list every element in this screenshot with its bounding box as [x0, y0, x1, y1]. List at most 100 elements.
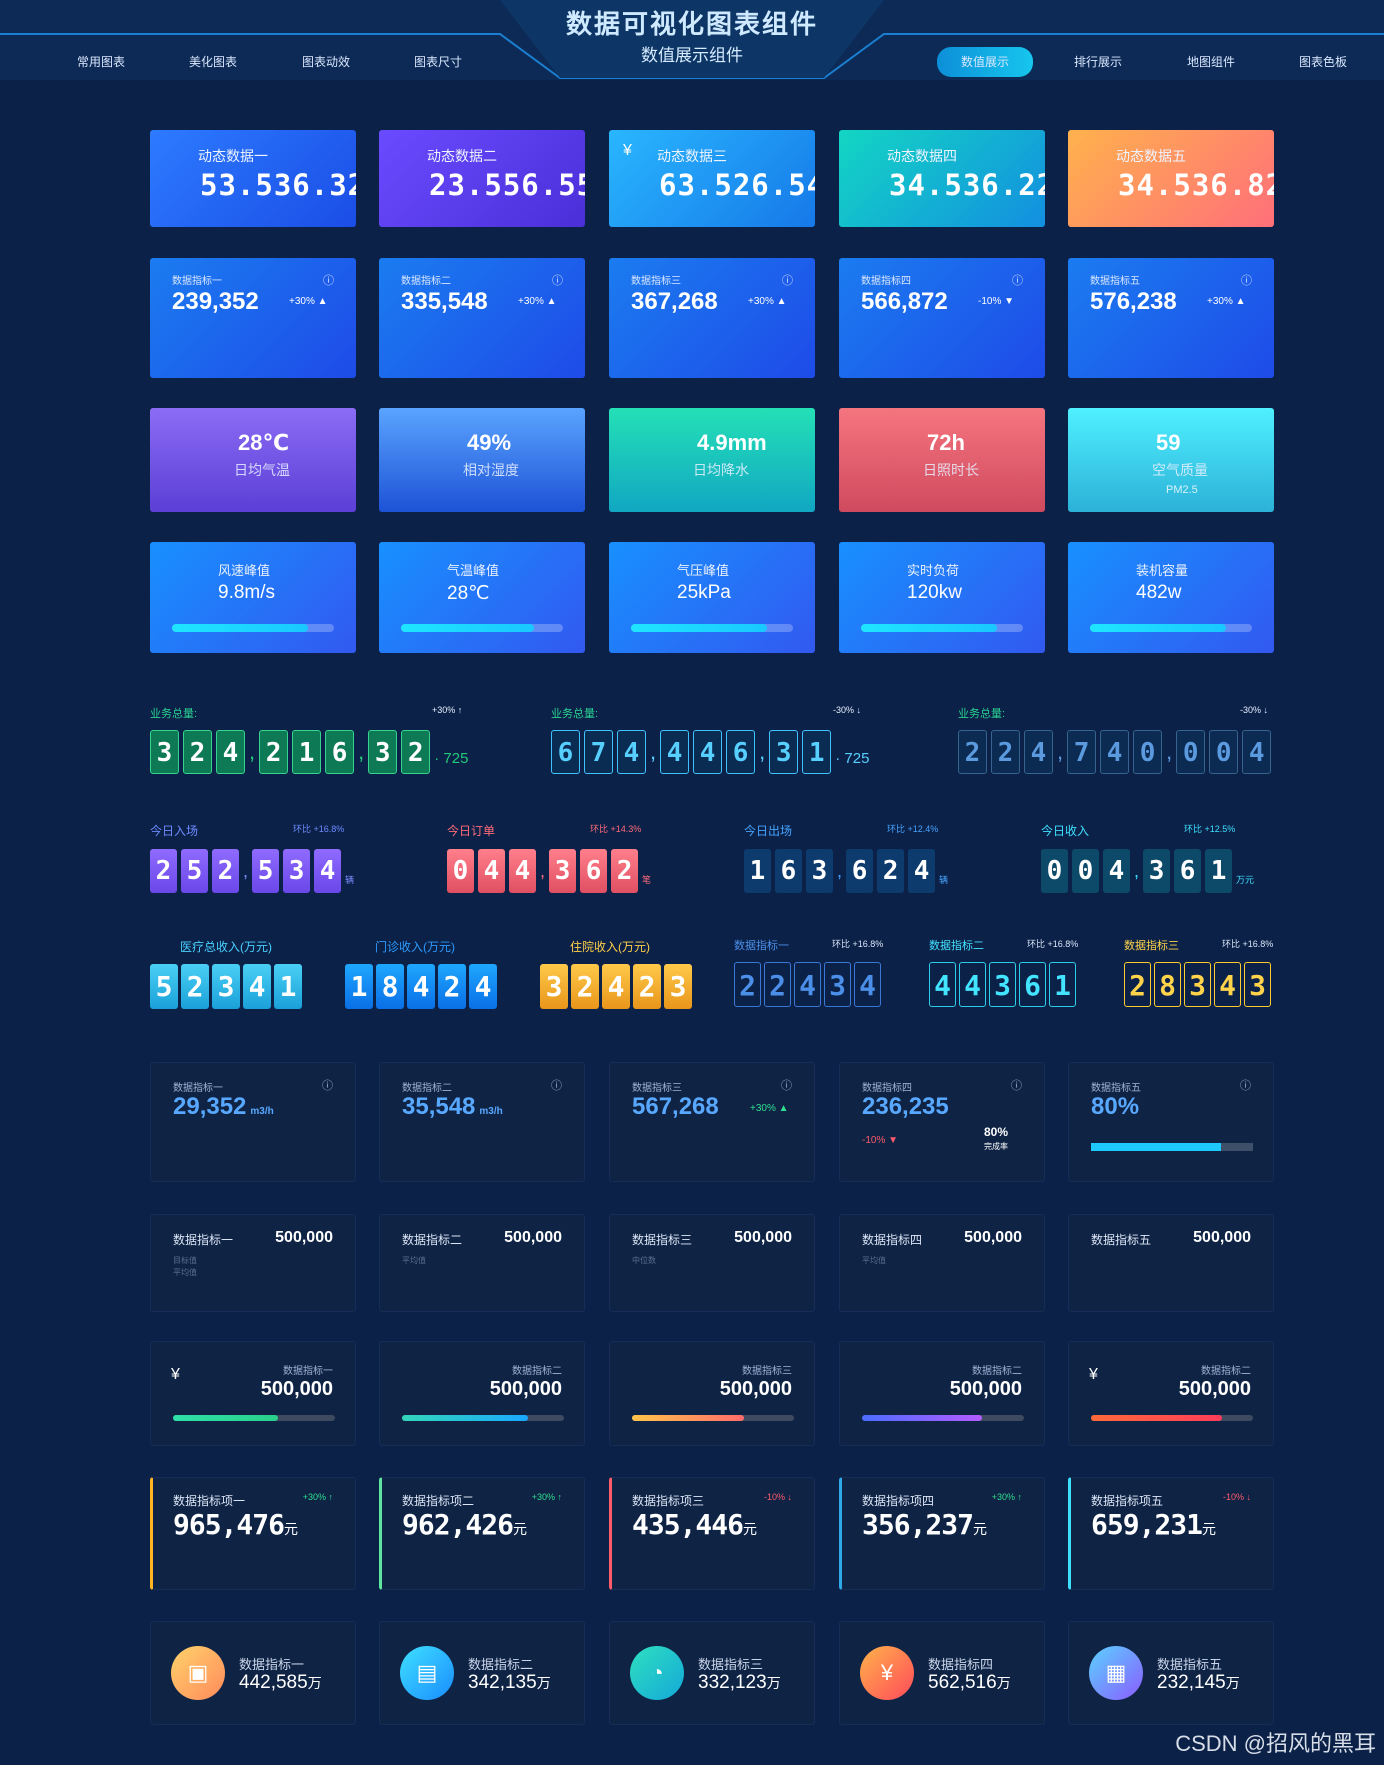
metric-label: 数据指标项五 — [1091, 1494, 1164, 1508]
weather-card: 59 空气质量 PM2.5 — [1068, 408, 1274, 512]
kpi-value: 239,352 — [172, 288, 259, 315]
ref-label: 平均值 — [862, 1256, 886, 1265]
nav-item-active[interactable]: 数值展示 — [937, 47, 1033, 77]
metric-change: -10% ↓ — [763, 1492, 792, 1502]
weather-label: 空气质量 — [1152, 462, 1208, 478]
metric-card: 数据指标四 ⓘ 236,235 -10% ▼ 80% 完成率 — [839, 1062, 1045, 1182]
dynamic-value: 34.536.224 — [889, 168, 1045, 202]
progress-value: 482w — [1136, 582, 1182, 603]
metric-value: 342,135万 — [468, 1672, 551, 1693]
info-icon[interactable]: ⓘ — [1011, 1080, 1022, 1092]
kpi-change: +30% ▲ — [289, 296, 328, 307]
metric-progress-fill — [402, 1415, 529, 1421]
counter-unit: 笔 — [642, 875, 652, 885]
metric-card: 数据指标四 500,000 平均值 — [839, 1214, 1045, 1312]
metric-label: 数据指标四 — [862, 1233, 923, 1247]
weather-label: 日均降水 — [693, 462, 749, 478]
progress-label: 风速峰值 — [218, 563, 271, 578]
nav-item[interactable]: 图表尺寸 — [413, 55, 462, 69]
counter-digit: 6 — [726, 730, 756, 774]
income-label: 住院收入(万元) — [570, 940, 650, 954]
counter-digit: 4 — [617, 730, 646, 774]
counter-digit: 5 — [150, 964, 178, 1009]
kpi-value: 335,548 — [401, 288, 488, 315]
counter-digit: 8 — [376, 964, 404, 1009]
counter-unit: 万元 — [1236, 875, 1255, 885]
metric-change: -10% ▼ — [862, 1135, 899, 1146]
metric-progress-fill — [1091, 1143, 1221, 1151]
metric-value: 500,000 — [489, 1378, 562, 1400]
metric-label: 数据指标五 — [1091, 1233, 1152, 1247]
separator: , — [650, 739, 657, 764]
kpi-change: -10% ▼ — [978, 296, 1015, 307]
dynamic-label: 动态数据五 — [1116, 148, 1186, 164]
nav-item[interactable]: 图表动效 — [301, 55, 350, 69]
yen-icon: ¥ — [623, 142, 632, 160]
metric-label: 数据指标五 — [1091, 1083, 1141, 1094]
progress-fill — [401, 624, 534, 632]
nav-item[interactable]: 图表色板 — [1298, 55, 1347, 69]
metric-value: 236,235 — [862, 1093, 949, 1120]
info-icon[interactable]: ⓘ — [1241, 275, 1252, 287]
info-icon[interactable]: ⓘ — [1240, 1080, 1251, 1092]
kpi-value: 576,238 — [1090, 288, 1177, 315]
counter-digit: 4 — [407, 964, 435, 1009]
counter-digit: 2 — [633, 964, 661, 1009]
metric-change: -10% ↓ — [1222, 1492, 1251, 1502]
metric-card: ▣ 数据指标一 442,585万 — [150, 1621, 356, 1725]
kpi-label: 数据指标四 — [861, 276, 911, 287]
metric-card: 数据指标一 500,000 目标值 平均值 — [150, 1214, 356, 1312]
counter-digit: 1 — [1049, 962, 1076, 1007]
dynamic-value: 34.536.825 — [1118, 168, 1274, 202]
nav-item[interactable]: 地图组件 — [1186, 55, 1235, 69]
counter-digit: 4 — [314, 849, 342, 893]
kpi-label: 数据指标二 — [401, 276, 451, 287]
info-icon[interactable]: ⓘ — [1012, 275, 1023, 287]
income-label: 门诊收入(万元) — [375, 940, 455, 954]
kpi-change: +30% ▲ — [518, 296, 557, 307]
metric-card: 数据指标二 500,000 — [379, 1341, 585, 1446]
weather-value: 49% — [467, 430, 512, 455]
counter-digit: 2 — [764, 962, 791, 1007]
info-icon[interactable]: ⓘ — [551, 1080, 562, 1092]
weather-card: 28℃ 日均气温 — [150, 408, 356, 512]
counter-digit: 4 — [216, 730, 245, 774]
metric-progress-fill — [1091, 1415, 1223, 1421]
metric-value: 500,000 — [504, 1229, 562, 1246]
metric-progress-fill — [173, 1415, 279, 1421]
info-icon[interactable]: ⓘ — [782, 275, 793, 287]
counter-digit: 4 — [929, 962, 956, 1007]
counter-digit: 4 — [1103, 849, 1130, 893]
info-icon[interactable]: ⓘ — [323, 275, 334, 287]
counter-digit: 4 — [478, 849, 505, 893]
counter-digit: 4 — [660, 730, 690, 774]
metric-label: 数据指标一 — [173, 1233, 234, 1247]
metric-card: ▦ 数据指标五 232,145万 — [1068, 1621, 1274, 1725]
metric-label: 数据指标二 — [972, 1366, 1022, 1377]
metric-change: +30% ↑ — [991, 1492, 1022, 1502]
dynamic-card: 动态数据二 23.556.554 — [379, 130, 585, 227]
progress-track — [631, 624, 793, 632]
svg-text:¥: ¥ — [1089, 1366, 1098, 1383]
info-icon[interactable]: ⓘ — [781, 1080, 792, 1092]
index-label: 数据指标三 — [1124, 940, 1179, 952]
today-change: 环比 +14.3% — [590, 824, 642, 834]
metric-value: 500,000 — [964, 1229, 1022, 1246]
total-label: 业务总量: — [551, 708, 599, 720]
counter-digit: 2 — [877, 849, 905, 893]
nav-item[interactable]: 常用图表 — [76, 55, 125, 69]
page-subtitle: 数值展示组件 — [641, 46, 743, 65]
metric-value: 442,585万 — [239, 1672, 322, 1693]
info-icon[interactable]: ⓘ — [552, 275, 563, 287]
metric-card: 数据指标二 500,000 平均值 — [379, 1214, 585, 1312]
metric-label: 数据指标项四 — [862, 1494, 935, 1508]
weather-label: 日均气温 — [234, 462, 290, 478]
nav-item[interactable]: 排行展示 — [1073, 55, 1122, 69]
info-icon[interactable]: ⓘ — [322, 1080, 333, 1092]
watermark: CSDN @招风的黑耳 — [1175, 1731, 1376, 1756]
nav-item[interactable]: 美化图表 — [188, 55, 237, 69]
counter-digit: 6 — [1174, 849, 1202, 893]
metric-card: 数据指标一 ⓘ 29,352 m3/h — [150, 1062, 356, 1182]
